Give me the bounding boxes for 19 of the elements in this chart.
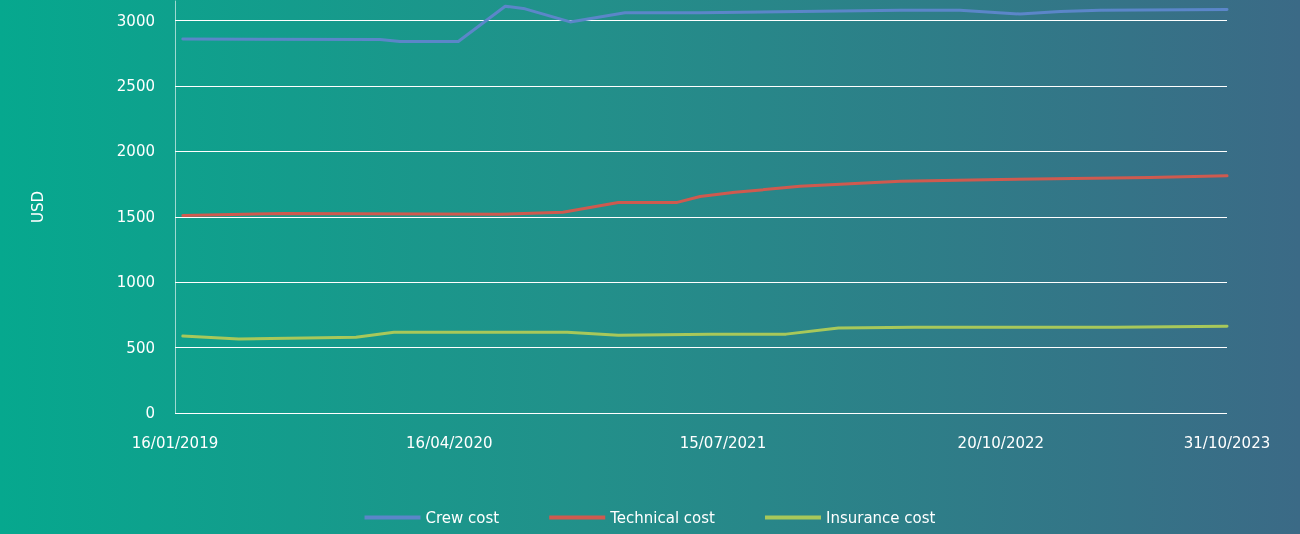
y-tick-label: 2500	[116, 77, 155, 96]
x-tick-label: 16/04/2020	[406, 433, 493, 452]
y-tick-label: 1500	[116, 207, 155, 226]
legend-label: Crew cost	[425, 508, 500, 527]
legend-label: Technical cost	[609, 508, 716, 527]
line-series	[181, 174, 1229, 217]
y-tick-label: 3000	[116, 11, 155, 30]
x-tick-label: 31/10/2023	[1183, 433, 1271, 452]
line-series	[181, 4, 1229, 44]
y-axis-title: USD	[28, 190, 47, 224]
y-tick-label: 1000	[116, 273, 155, 292]
y-tick-label: 2000	[116, 142, 155, 161]
x-tick-label: 20/10/2022	[957, 433, 1045, 452]
y-tick-label: 0	[145, 404, 155, 422]
x-tick-label: 16/01/2019	[131, 433, 219, 452]
y-tick-label: 500	[126, 338, 155, 357]
x-tick-label: 15/07/2021	[679, 433, 767, 452]
legend-label: Insurance cost	[825, 508, 936, 527]
line-series	[181, 324, 1229, 341]
